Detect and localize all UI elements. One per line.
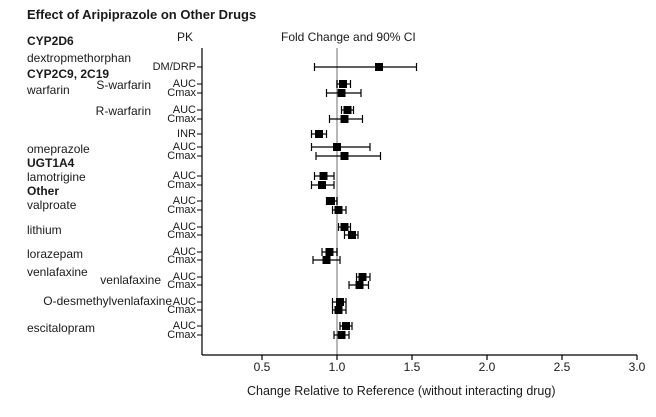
data-point-marker [325,248,334,256]
data-point-marker [327,197,335,205]
x-tick-label: 1.5 [404,360,421,374]
drug-label: lithium [27,223,62,237]
row-pk-label: Cmax [167,113,196,125]
data-point-marker [375,63,383,71]
drug-label: omeprazole [27,142,90,156]
row-pk-label: AUC [173,141,196,153]
drug-label: lorazepam [27,247,83,261]
data-point-marker [334,306,343,314]
row-pk-label: AUC [173,170,196,182]
x-axis-label: Change Relative to Reference (without in… [247,384,556,398]
data-point-marker [336,298,344,306]
row-pk-label: AUC [173,221,196,233]
row-pk-label: Cmax [167,229,196,241]
group-label: CYP2D6 [27,34,74,48]
row-pk-label: AUC [173,104,196,116]
data-point-marker [315,130,323,138]
data-point-marker [337,89,346,97]
row-pk-label: Cmax [167,87,196,99]
row-pk-label: Cmax [167,179,196,191]
drug-label: R-warfarin [96,104,151,118]
row-pk-label: AUC [173,195,196,207]
x-tick-label: 0.5 [254,360,271,374]
data-point-marker [334,206,343,214]
x-tick-label: 2.5 [554,360,571,374]
data-point-marker [342,322,350,330]
row-pk-label: AUC [173,246,196,258]
data-point-marker [340,152,349,160]
row-pk-label: Cmax [167,304,196,316]
drug-label: escitalopram [27,321,95,335]
data-point-marker [340,223,349,231]
x-tick-label: 2.0 [479,360,496,374]
drug-label: venlafaxine [27,265,88,279]
group-label: CYP2C9, 2C19 [27,67,109,81]
row-pk-label: Cmax [167,254,196,266]
group-label: UGT1A4 [27,156,75,170]
data-point-marker [337,331,346,339]
data-point-marker [343,106,352,114]
data-point-marker [333,143,341,151]
row-pk-label: Cmax [167,279,196,291]
drug-label: valproate [27,198,77,212]
row-pk-label: Cmax [167,329,196,341]
data-point-marker [340,115,349,123]
pk-column-header: PK [177,30,194,44]
drug-label: O-desmethylvenlafaxine [43,294,172,308]
data-point-marker [358,273,367,281]
data-point-marker [355,281,364,289]
row-pk-label: AUC [173,271,196,283]
plot-column-header: Fold Change and 90% CI [281,30,416,44]
data-point-marker [348,231,356,239]
drug-label: venlafaxine [100,273,161,287]
row-pk-label: DM/DRP [153,61,196,73]
data-point-marker [339,80,347,88]
row-pk-label: AUC [173,296,196,308]
drug-label: warfarin [26,83,70,97]
row-pk-label: Cmax [167,150,196,162]
row-pk-label: INR [177,128,196,140]
data-point-marker [319,172,328,180]
chart-title: Effect of Aripiprazole on Other Drugs [27,7,257,22]
row-pk-label: AUC [173,78,196,90]
drug-label: lamotrigine [27,170,86,184]
x-tick-label: 3.0 [629,360,646,374]
row-pk-label: Cmax [167,204,196,216]
drug-label: dextropmethorphan [27,51,131,65]
data-point-marker [318,181,326,189]
x-tick-label: 1.0 [329,360,346,374]
row-pk-label: AUC [173,320,196,332]
drug-label: S-warfarin [96,78,151,92]
data-point-marker [322,256,331,264]
group-label: Other [27,184,59,198]
